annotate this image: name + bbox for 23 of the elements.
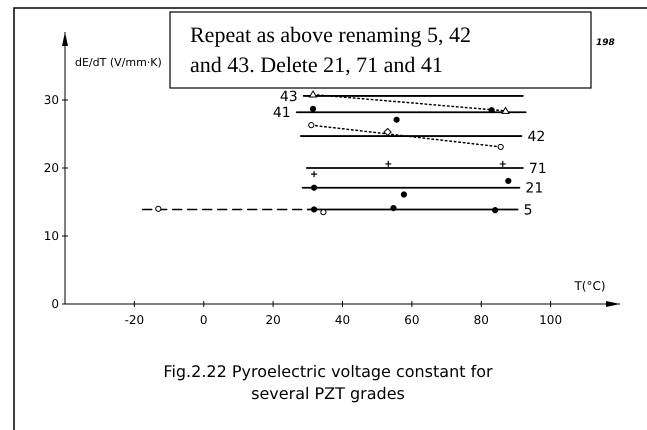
y-axis-title: dE/dT (V/mm·K) — [75, 56, 162, 69]
x-tick-label: -20 — [124, 313, 144, 327]
x-tick-label: 0 — [200, 313, 208, 327]
caption: Fig.2.22 Pyroelectric voltage constant for several PZT grades — [163, 362, 494, 403]
x-tick-label: 40 — [334, 313, 350, 327]
series-label: 42 — [527, 129, 546, 146]
series-label: 41 — [272, 105, 291, 122]
y-tick-label: 30 — [44, 93, 59, 107]
y-tick-label: 20 — [44, 161, 59, 175]
y-tick-label: 0 — [51, 297, 59, 311]
note-box: Repeat as above renaming 5, 42 and 43. Delete 21, 71 and 41 — [169, 11, 592, 89]
x-tick-label: 60 — [404, 313, 420, 327]
x-tick-label: 20 — [265, 313, 281, 327]
y-tick-label: 10 — [44, 229, 59, 243]
x-tick-label: 80 — [474, 313, 489, 327]
annotation: 198 — [596, 38, 615, 48]
series-label: 71 — [528, 161, 547, 177]
x-axis-title: T(°C) — [573, 279, 606, 293]
series-label: 21 — [525, 180, 544, 197]
x-tick-label: 100 — [539, 313, 562, 327]
annotation: Repeat as above renaming 5, 42 and 43. Delete 21, 71 and 41 — [190, 22, 472, 77]
series-label: 5 — [524, 202, 533, 218]
series-label: 43 — [280, 88, 298, 105]
